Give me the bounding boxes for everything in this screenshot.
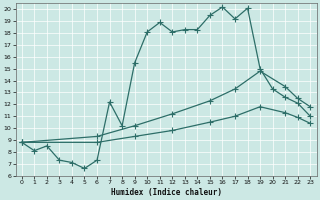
X-axis label: Humidex (Indice chaleur): Humidex (Indice chaleur) [110, 188, 221, 197]
